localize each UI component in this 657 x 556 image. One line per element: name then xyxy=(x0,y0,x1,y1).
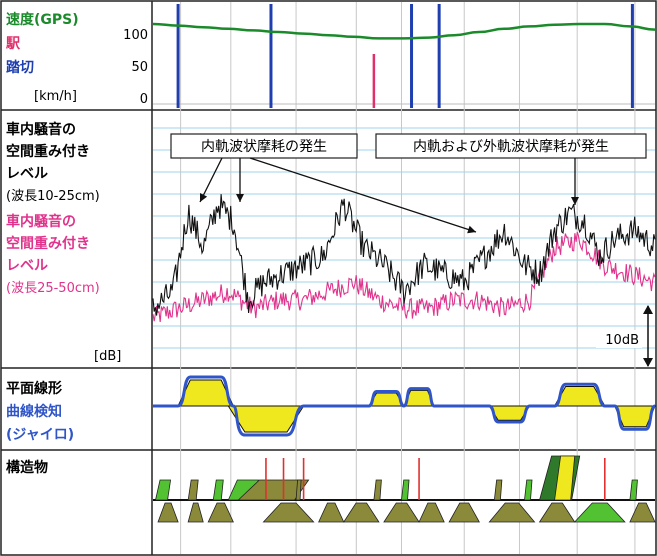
structure-upper-8 xyxy=(493,479,503,501)
structure-upper-9 xyxy=(524,479,533,501)
structure-lower-0 xyxy=(157,502,179,523)
noise-short-label-line2: 空間重み付き xyxy=(6,143,90,160)
structure-lower-8 xyxy=(448,502,480,523)
structure-upper-12 xyxy=(629,479,638,501)
noise-long-label-line4: (波長25-50cm) xyxy=(6,281,100,296)
arrow-inner-3-shaft xyxy=(249,157,477,233)
scale-bar-arrow-down xyxy=(643,358,653,367)
structure-lower-4 xyxy=(318,502,345,523)
arrow-inner-1-shaft xyxy=(199,157,223,203)
structure-lower-11 xyxy=(573,502,626,523)
crossing-legend-label: 踏切 xyxy=(6,59,34,76)
speed-tick-50: 50 xyxy=(131,60,148,75)
structure-lower-3 xyxy=(262,502,315,523)
grid-lines xyxy=(153,2,655,554)
structure-lower-9 xyxy=(488,502,536,523)
structure-upper-5 xyxy=(295,479,302,501)
annotation-arrows xyxy=(199,157,579,234)
station-legend-label: 駅 xyxy=(6,36,21,52)
alignment-curve-1 xyxy=(227,405,305,433)
structure-legend-label: 構造物 xyxy=(6,459,48,476)
annotation-both-box xyxy=(375,133,647,159)
structure-panel-plot xyxy=(153,455,656,523)
noise-long-label-line1: 車内騒音の xyxy=(6,213,76,230)
speed-tick-0: 0 xyxy=(140,92,148,107)
structure-lower-2 xyxy=(207,502,234,523)
arrow-both-head xyxy=(571,197,579,205)
structure-lower-1 xyxy=(187,502,204,523)
structure-lower-6 xyxy=(383,502,420,523)
speed-legend-label: 速度(GPS) xyxy=(6,11,79,28)
gyro-legend-label-line2: (ジャイロ) xyxy=(6,427,74,443)
gyro-legend-label-line1: 曲線検知 xyxy=(6,403,62,420)
scale-bar-arrow-up xyxy=(643,305,653,314)
structure-upper-2 xyxy=(212,479,224,501)
scale-bar-label-bg xyxy=(596,330,642,348)
annotation-inner-rail: 内軌波状摩耗の発生 xyxy=(170,133,358,159)
scale-bar-10db: 10dB xyxy=(596,305,653,367)
scale-bar-label: 10dB xyxy=(605,333,639,348)
noise-short-label-line1: 車内騒音の xyxy=(6,121,76,138)
noise-unit-label: [dB] xyxy=(94,349,121,364)
annotation-inner-text: 内軌波状摩耗の発生 xyxy=(201,138,327,155)
gyro-series-line xyxy=(153,375,656,437)
noise-short-series-line xyxy=(152,194,656,316)
structure-upper-6 xyxy=(373,479,382,501)
alignment-panel-plot xyxy=(153,375,656,437)
arrow-inner-1-head xyxy=(200,193,208,202)
noise-short-label-line3: レベル xyxy=(6,166,48,182)
noise-long-label-line2: 空間重み付き xyxy=(6,235,90,252)
structure-lower-10 xyxy=(538,502,576,523)
speed-unit-label: [km/h] xyxy=(34,89,77,104)
noise-long-legend: 車内騒音の 空間重み付き レベル (波長25-50cm) xyxy=(6,213,100,296)
structure-upper-4 xyxy=(237,479,310,501)
structure-upper-1 xyxy=(187,479,199,501)
speed-series-line xyxy=(152,22,656,40)
structure-upper-0 xyxy=(155,479,172,501)
annotation-both-text: 内軌および外軌波状摩耗が発生 xyxy=(413,138,609,155)
structure-upper-7 xyxy=(401,479,410,501)
arrow-inner-2-head xyxy=(236,194,244,202)
noise-short-label-line4: (波長10-25cm) xyxy=(6,189,100,204)
speed-panel-plot xyxy=(152,4,656,108)
structure-lower-5 xyxy=(343,502,380,523)
noise-panel-plot xyxy=(152,194,656,322)
structure-lower-7 xyxy=(418,502,445,523)
structure-lower-12 xyxy=(629,502,656,523)
noise-long-label-line3: レベル xyxy=(6,258,48,274)
arrow-inner-3-head xyxy=(467,225,476,234)
noise-long-series-line xyxy=(152,231,656,322)
annotation-inner-box xyxy=(170,133,358,159)
alignment-legend-label: 平面線形 xyxy=(6,380,62,397)
speed-tick-100: 100 xyxy=(123,28,148,43)
annotation-both-rails: 内軌および外軌波状摩耗が発生 xyxy=(375,133,647,159)
noise-short-legend: 車内騒音の 空間重み付き レベル (波長10-25cm) xyxy=(6,121,100,204)
structure-upper-11 xyxy=(554,455,576,501)
